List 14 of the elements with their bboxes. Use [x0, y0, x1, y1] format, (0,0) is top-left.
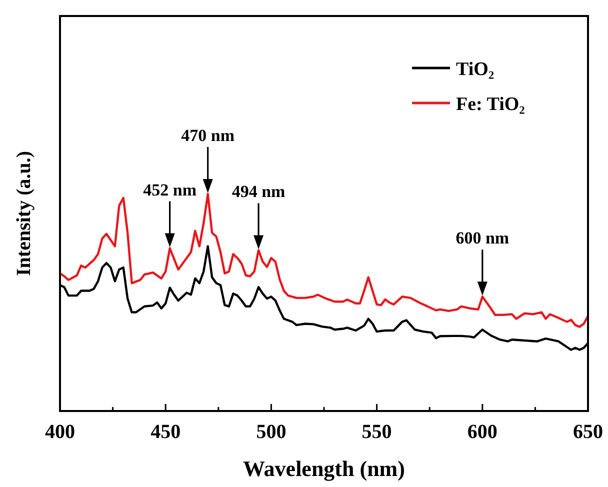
- x-tick-label: 650: [573, 421, 603, 443]
- x-tick-label: 600: [467, 421, 498, 443]
- annotation: 494 nm: [232, 182, 286, 202]
- x-tick-label: 400: [45, 421, 75, 443]
- x-tick-label: 450: [150, 421, 181, 443]
- annotation: 470 nm: [181, 126, 235, 145]
- annotation: 600 nm: [456, 228, 510, 248]
- annotation: 452 nm: [143, 180, 197, 200]
- x-tick-label: 500: [256, 421, 286, 443]
- legend-label: Fe: TiO₂: [456, 94, 526, 115]
- x-axis-title: Wavelength (nm): [243, 456, 405, 481]
- legend-label: TiO₂: [456, 59, 494, 80]
- y-axis-title: Intensity (a.u.): [13, 150, 35, 276]
- x-tick-label: 550: [362, 421, 392, 443]
